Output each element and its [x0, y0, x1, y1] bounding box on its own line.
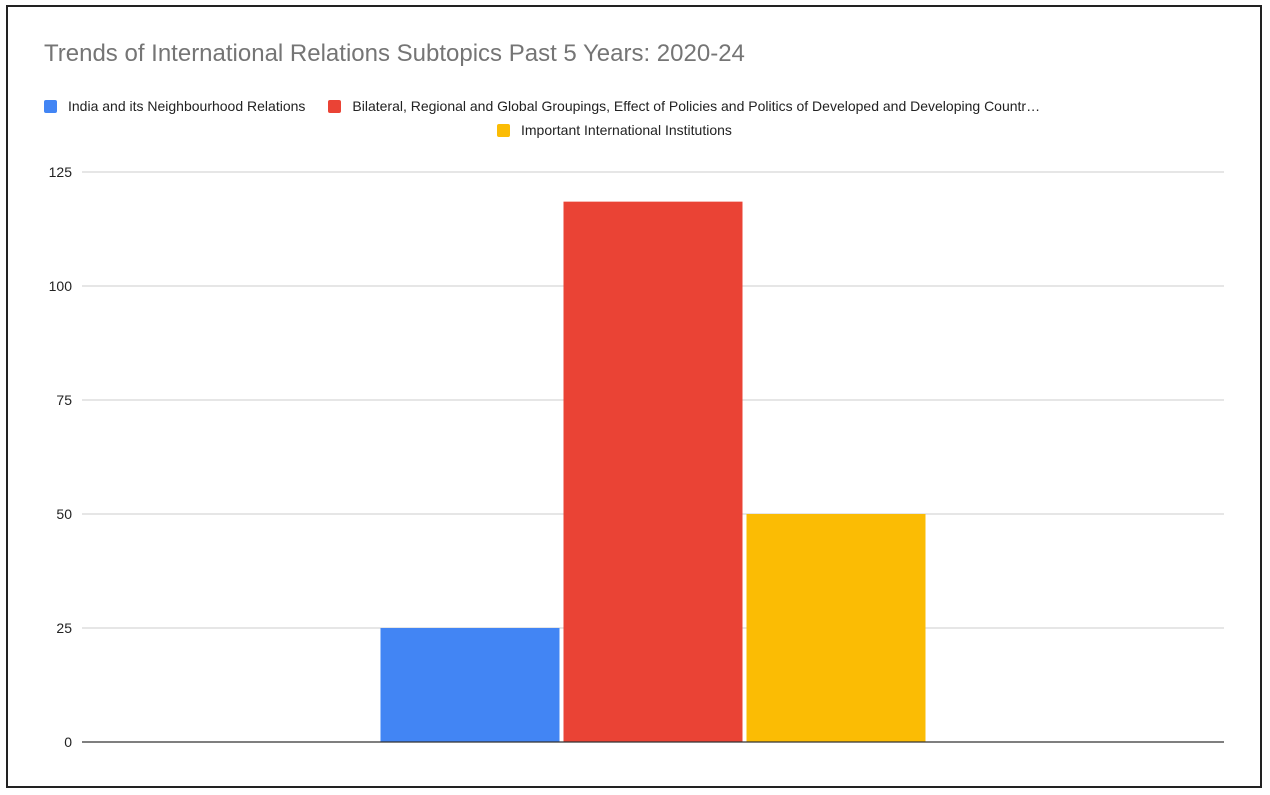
- y-tick-label: 25: [56, 620, 72, 636]
- bar-series-2[interactable]: [563, 201, 743, 742]
- y-tick-label: 125: [49, 164, 73, 180]
- legend-item-india-neighbourhood[interactable]: India and its Neighbourhood Relations: [44, 98, 305, 114]
- legend-item-bilateral-groupings[interactable]: Bilateral, Regional and Global Groupings…: [328, 98, 1040, 114]
- legend-label-international-institutions: Important International Institutions: [521, 122, 732, 138]
- y-tick-label: 100: [49, 278, 73, 294]
- legend-swatch-yellow: [497, 123, 510, 137]
- y-tick-label: 75: [56, 392, 72, 408]
- y-axis-ticks: 0 25 50 75 100 125: [49, 164, 73, 750]
- legend-row-1: India and its Neighbourhood Relations Bi…: [44, 98, 1040, 114]
- legend-label-india-neighbourhood: India and its Neighbourhood Relations: [68, 98, 306, 114]
- bar-series-1[interactable]: [380, 628, 560, 742]
- bar-series-3[interactable]: [746, 514, 926, 742]
- y-tick-label: 0: [64, 734, 72, 750]
- legend-label-bilateral-groupings: Bilateral, Regional and Global Groupings…: [352, 98, 1041, 114]
- legend-swatch-blue: [44, 99, 57, 113]
- legend-swatch-red: [328, 99, 342, 113]
- bars: [380, 201, 926, 742]
- y-tick-label: 50: [56, 506, 72, 522]
- chart-title: Trends of International Relations Subtop…: [44, 40, 745, 67]
- legend-item-international-institutions[interactable]: Important International Institutions: [497, 122, 732, 138]
- legend-row-2: Important International Institutions: [497, 122, 732, 138]
